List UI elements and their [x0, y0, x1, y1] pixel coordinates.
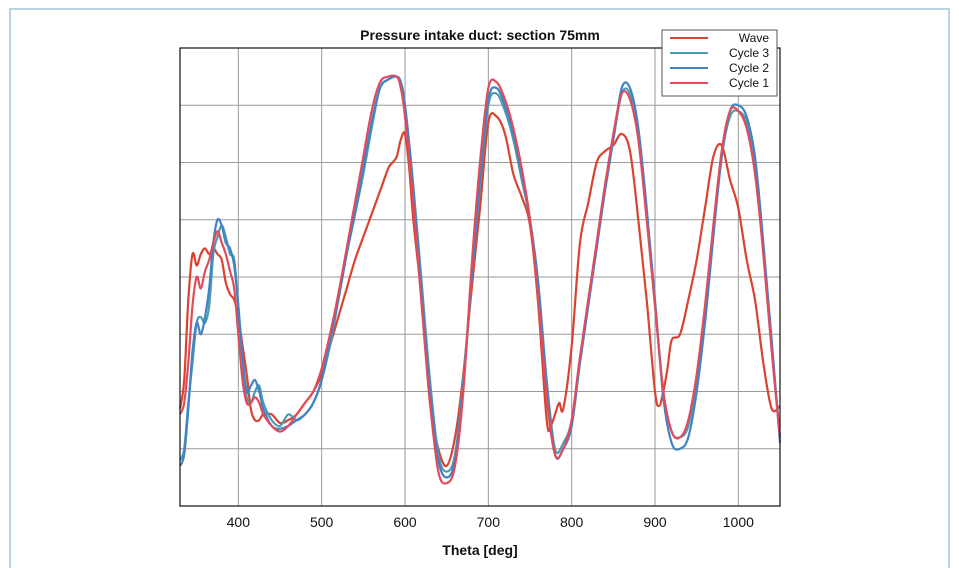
- grid: [180, 48, 780, 506]
- legend-label-cycle-3: Cycle 3: [729, 46, 769, 60]
- legend-label-wave: Wave: [739, 31, 770, 45]
- chart-title: Pressure intake duct: section 75mm: [360, 27, 600, 43]
- x-axis-label: Theta [deg]: [442, 542, 517, 558]
- figure-frame: [9, 8, 950, 568]
- x-tick-label: 400: [227, 514, 251, 530]
- legend-label-cycle-2: Cycle 2: [729, 61, 769, 75]
- series-line-cycle-1: [178, 74, 782, 485]
- x-tick-label: 800: [560, 514, 584, 530]
- plot-border: [179, 47, 781, 507]
- series-layer: [178, 74, 782, 485]
- x-tick-label: 700: [477, 514, 501, 530]
- series-line-cycle-2: [178, 75, 782, 479]
- legend-label-cycle-1: Cycle 1: [729, 76, 769, 90]
- x-tick-label: 900: [643, 514, 667, 530]
- x-tick-labels: 400 500 600 700 800 900 1000: [227, 514, 754, 530]
- x-tick-label: 1000: [723, 514, 754, 530]
- x-tick-label: 600: [393, 514, 417, 530]
- x-tick-label: 500: [310, 514, 334, 530]
- legend-box: [661, 29, 778, 97]
